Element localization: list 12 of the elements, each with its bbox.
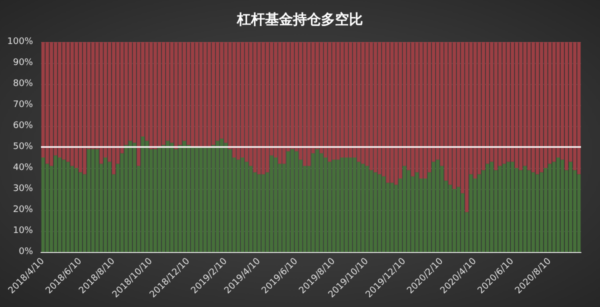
y-tick-label: 90%: [12, 58, 34, 68]
y-tick-label: 100%: [7, 37, 34, 47]
y-tick-label: 40%: [12, 163, 34, 173]
y-tick-label: 50%: [12, 142, 34, 152]
chart-title: 杠杆基金持仓多空比: [236, 11, 363, 28]
y-tick-label: 10%: [12, 226, 34, 236]
y-tick-label: 60%: [12, 121, 34, 131]
y-tick-label: 80%: [12, 79, 34, 89]
y-tick-label: 0%: [18, 247, 34, 257]
y-tick-label: 70%: [12, 100, 34, 110]
y-tick-label: 20%: [12, 205, 34, 215]
y-tick-label: 30%: [12, 184, 34, 194]
